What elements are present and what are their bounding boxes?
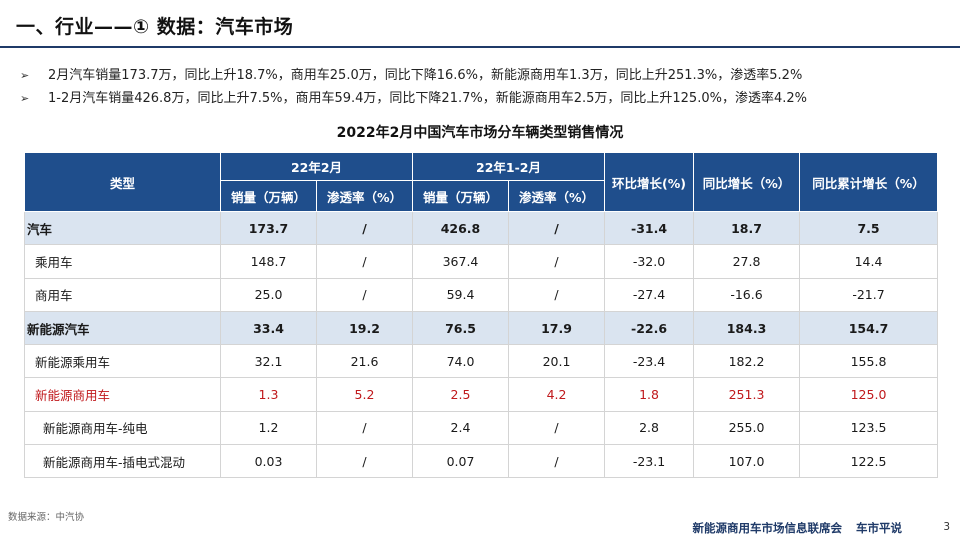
table-cell: 74.0 (412, 344, 509, 379)
table-cell: / (507, 444, 606, 479)
table-cell: 1.2 (220, 410, 317, 446)
table-cell: / (316, 444, 413, 479)
arrow-bullet-icon: ➢ (20, 92, 30, 105)
table-cell: -23.4 (604, 344, 695, 379)
table-cell: 125.0 (799, 377, 939, 412)
row-label: 新能源商用车 (24, 377, 221, 412)
table-cell: / (316, 210, 413, 246)
table-cell: 154.7 (799, 310, 939, 346)
page-number: 3 (943, 521, 950, 533)
table-cell: -31.4 (604, 210, 695, 246)
sales-table: 类型 22年2月 22年1-2月 环比增长(%) 同比增长（%） 同比累计增长（… (24, 152, 939, 479)
table-row: 新能源乘用车 32.1 21.6 74.0 20.1 -23.4 182.2 1… (24, 344, 939, 379)
table-cell: / (316, 244, 413, 279)
table-cell: 19.2 (316, 310, 413, 346)
row-label: 新能源汽车 (24, 310, 221, 346)
table-cell: -23.1 (604, 444, 695, 479)
table-cell: 155.8 (799, 344, 939, 379)
table-cell: 4.2 (507, 377, 606, 412)
table-cell: / (316, 277, 413, 312)
table-cell: 21.6 (316, 344, 413, 379)
arrow-bullet-icon: ➢ (20, 69, 30, 82)
summary-bullets: ➢ 2月汽车销量173.7万，同比上升18.7%，商用车25.0万，同比下降16.… (20, 64, 807, 110)
table-cell: 0.07 (412, 444, 509, 479)
table-row: 新能源商用车-纯电 1.2 / 2.4 / 2.8 255.0 123.5 (24, 410, 939, 446)
row-label: 新能源乘用车 (24, 344, 221, 379)
row-label: 乘用车 (24, 244, 221, 279)
header-type: 类型 (24, 152, 221, 212)
table-cell: / (507, 410, 606, 446)
table-cell: 173.7 (220, 210, 317, 246)
header-sales-feb: 销量（万辆） (220, 180, 317, 212)
table-row: 汽车 173.7 / 426.8 / -31.4 18.7 7.5 (24, 210, 939, 246)
header-group-jan-feb: 22年1-2月 (411, 152, 606, 181)
table-cell: 255.0 (693, 410, 801, 446)
table-cell: 32.1 (220, 344, 317, 379)
summary-bullet: ➢ 2月汽车销量173.7万，同比上升18.7%，商用车25.0万，同比下降16.… (20, 64, 807, 87)
table-cell: 5.2 (316, 377, 413, 412)
table-cell: 76.5 (412, 310, 509, 346)
table-cell: / (507, 244, 606, 279)
table-cell: 148.7 (220, 244, 317, 279)
footer-branding: 新能源商用车市场信息联席会 车市平说 (693, 520, 903, 536)
table-cell: -16.6 (693, 277, 801, 312)
table-cell: 182.2 (693, 344, 801, 379)
table-cell: 1.3 (220, 377, 317, 412)
table-cell: -22.6 (604, 310, 695, 346)
summary-bullet-text: 2月汽车销量173.7万，同比上升18.7%，商用车25.0万，同比下降16.6… (48, 68, 803, 83)
row-label: 新能源商用车-纯电 (24, 410, 221, 446)
table-cell: 367.4 (412, 244, 509, 279)
header-sales-jan-feb: 销量（万辆） (412, 180, 509, 212)
table-row: 乘用车 148.7 / 367.4 / -32.0 27.8 14.4 (24, 244, 939, 279)
table-cell: 59.4 (412, 277, 509, 312)
table-cell: 2.4 (412, 410, 509, 446)
table-cell: 1.8 (604, 377, 695, 412)
title-divider (0, 46, 960, 48)
header-penetration-jan-feb: 渗透率（%） (507, 180, 606, 212)
header-mom: 环比增长(%) (604, 152, 695, 212)
table-row: 新能源汽车 33.4 19.2 76.5 17.9 -22.6 184.3 15… (24, 310, 939, 346)
header-yoy: 同比增长（%） (693, 152, 801, 212)
table-cell: 27.8 (693, 244, 801, 279)
row-label: 商用车 (24, 277, 221, 312)
table-row: 新能源商用车 1.3 5.2 2.5 4.2 1.8 251.3 125.0 (24, 377, 939, 412)
row-label: 汽车 (24, 210, 221, 246)
table-cell: / (316, 410, 413, 446)
summary-bullet-text: 1-2月汽车销量426.8万，同比上升7.5%，商用车59.4万，同比下降21.… (48, 91, 807, 106)
table-cell: 20.1 (507, 344, 606, 379)
table-cell: 0.03 (220, 444, 317, 479)
data-source-note: 数据来源：中汽协 (8, 512, 85, 523)
table-cell: -27.4 (604, 277, 695, 312)
table-row: 商用车 25.0 / 59.4 / -27.4 -16.6 -21.7 (24, 277, 939, 312)
table-cell: 17.9 (507, 310, 606, 346)
footer-org: 新能源商用车市场信息联席会 (692, 521, 843, 535)
table-row: 新能源商用车-插电式混动 0.03 / 0.07 / -23.1 107.0 1… (24, 444, 939, 479)
page-title: 一、行业——① 数据：汽车市场 (16, 16, 294, 38)
table-cell: / (507, 210, 606, 246)
table-cell: 122.5 (799, 444, 939, 479)
table-cell: 184.3 (693, 310, 801, 346)
table-cell: 123.5 (799, 410, 939, 446)
header-ytd-yoy: 同比累计增长（%） (799, 152, 939, 212)
table-cell: 2.5 (412, 377, 509, 412)
row-label: 新能源商用车-插电式混动 (24, 444, 221, 479)
table-cell: 2.8 (604, 410, 695, 446)
header-penetration-feb: 渗透率（%） (316, 180, 413, 212)
table-cell: 33.4 (220, 310, 317, 346)
header-group-feb: 22年2月 (220, 152, 413, 181)
table-cell: 14.4 (799, 244, 939, 279)
summary-bullet: ➢ 1-2月汽车销量426.8万，同比上升7.5%，商用车59.4万，同比下降21… (20, 87, 807, 110)
table-cell: 25.0 (220, 277, 317, 312)
table-cell: -32.0 (604, 244, 695, 279)
table-cell: -21.7 (799, 277, 939, 312)
table-cell: 426.8 (412, 210, 509, 246)
table-cell: 7.5 (799, 210, 939, 246)
table-cell: 18.7 (693, 210, 801, 246)
table-cell: 107.0 (693, 444, 801, 479)
table-cell: / (507, 277, 606, 312)
table-title: 2022年2月中国汽车市场分车辆类型销售情况 (336, 125, 624, 141)
table-cell: 251.3 (693, 377, 801, 412)
footer-brand: 车市平说 (856, 521, 902, 535)
